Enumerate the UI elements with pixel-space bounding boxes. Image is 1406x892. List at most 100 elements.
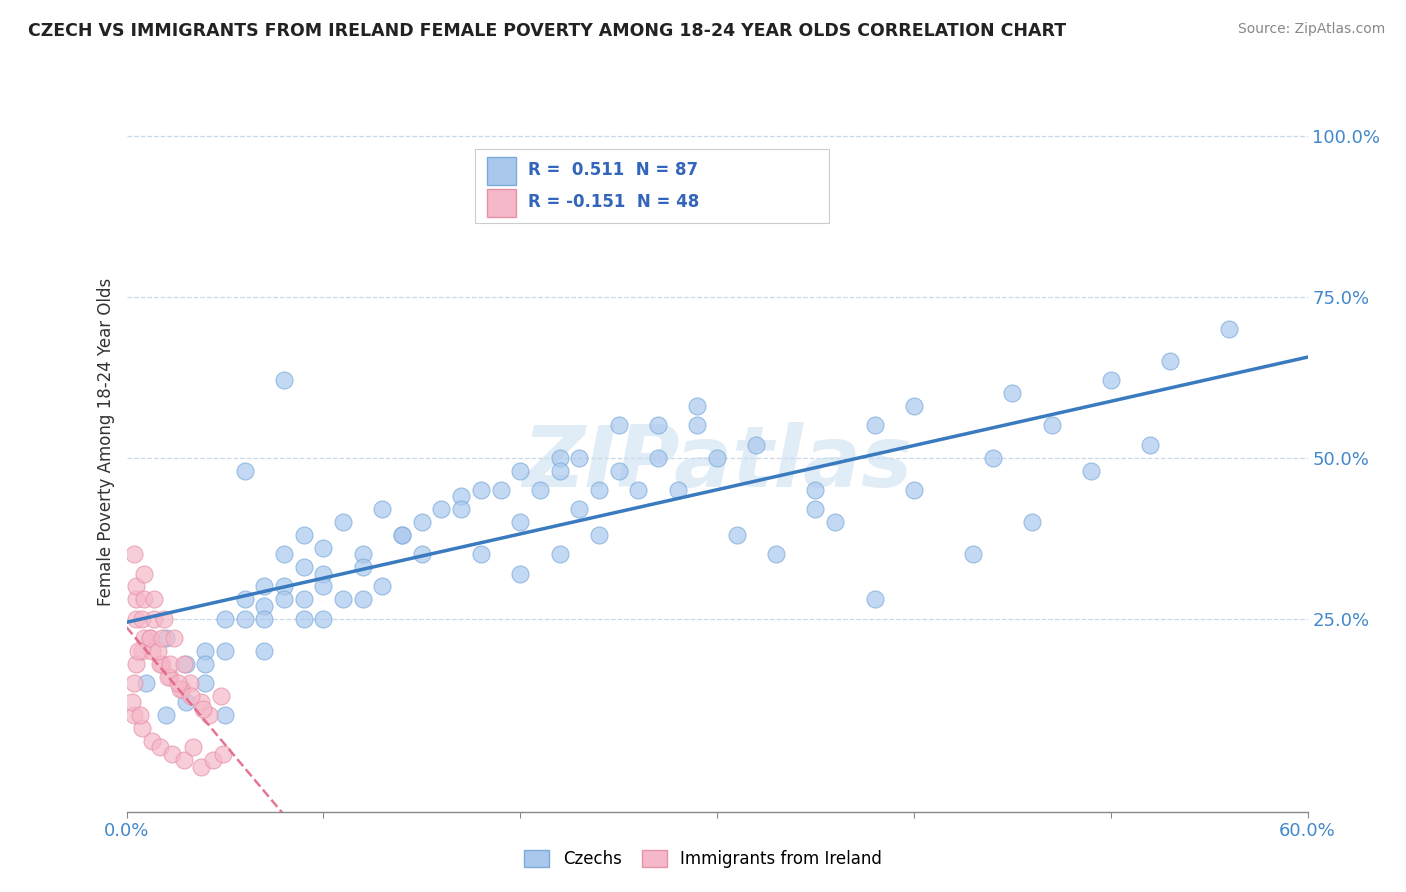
Point (706, 450, 728, 465)
Point (163, 631, 186, 645)
Point (548, 547, 571, 561)
Point (312, 541, 335, 555)
Point (139, 631, 162, 645)
Point (292, 611, 315, 625)
Y-axis label: Female Poverty Among 18-24 Year Olds: Female Poverty Among 18-24 Year Olds (97, 277, 115, 606)
Point (141, 644, 163, 658)
Point (292, 592, 315, 607)
Point (312, 566, 335, 581)
Point (332, 592, 354, 607)
Point (253, 644, 276, 658)
Point (253, 579, 276, 593)
Point (159, 669, 181, 683)
Point (193, 702, 215, 716)
Point (312, 579, 335, 593)
Point (1139, 438, 1161, 452)
Point (174, 657, 197, 671)
Point (125, 657, 148, 671)
Point (121, 695, 143, 709)
Point (292, 560, 315, 574)
Point (173, 657, 195, 671)
Point (149, 657, 172, 671)
Point (214, 708, 236, 723)
Point (450, 502, 472, 516)
Point (391, 528, 413, 542)
Point (568, 502, 591, 516)
Point (214, 644, 236, 658)
Point (143, 611, 166, 625)
Point (127, 644, 149, 658)
Point (202, 753, 225, 767)
Point (131, 644, 153, 658)
Point (190, 759, 212, 773)
Point (371, 502, 394, 516)
Point (214, 611, 236, 625)
Point (863, 418, 886, 433)
Point (292, 528, 315, 542)
Point (143, 592, 166, 607)
Point (352, 547, 374, 561)
Point (509, 463, 531, 477)
Point (124, 708, 146, 723)
Point (411, 515, 433, 529)
Point (150, 631, 173, 645)
Point (155, 631, 177, 645)
Point (212, 747, 235, 761)
Point (627, 483, 650, 497)
Point (529, 483, 551, 497)
Point (233, 611, 256, 625)
Point (156, 669, 179, 683)
Point (160, 747, 183, 761)
Point (332, 515, 354, 529)
Point (1099, 373, 1122, 387)
Legend: Czechs, Immigrants from Ireland: Czechs, Immigrants from Ireland (517, 843, 889, 875)
Point (190, 695, 212, 709)
Point (233, 592, 256, 607)
Point (253, 611, 276, 625)
Point (352, 560, 374, 574)
Point (863, 592, 886, 607)
Point (804, 502, 827, 516)
Point (159, 657, 181, 671)
Point (352, 592, 374, 607)
Point (134, 566, 156, 581)
Point (131, 611, 153, 625)
Point (183, 740, 205, 755)
Point (430, 502, 453, 516)
Point (134, 592, 156, 607)
Point (548, 450, 571, 465)
Point (134, 631, 156, 645)
Point (568, 450, 591, 465)
Point (174, 695, 197, 709)
Point (903, 399, 925, 413)
FancyBboxPatch shape (475, 149, 830, 223)
Point (1021, 515, 1043, 529)
Point (170, 682, 193, 697)
Point (209, 689, 232, 703)
Point (131, 721, 153, 735)
Point (198, 708, 221, 723)
Text: ZIPatlas: ZIPatlas (522, 422, 912, 505)
Bar (486, 156, 516, 185)
Point (824, 515, 846, 529)
Point (173, 753, 195, 767)
Point (1040, 418, 1063, 433)
Point (647, 418, 669, 433)
Point (273, 547, 295, 561)
Point (1159, 354, 1181, 368)
Point (146, 644, 169, 658)
Point (1001, 386, 1024, 401)
Point (179, 676, 201, 690)
Text: R = -0.151  N = 48: R = -0.151 N = 48 (529, 194, 699, 211)
Point (903, 483, 925, 497)
Point (686, 418, 709, 433)
Point (253, 599, 276, 613)
Point (153, 611, 176, 625)
Point (149, 740, 172, 755)
Point (489, 483, 512, 497)
Point (548, 463, 571, 477)
Point (124, 547, 146, 561)
Point (666, 483, 689, 497)
Point (166, 676, 188, 690)
Point (962, 547, 984, 561)
